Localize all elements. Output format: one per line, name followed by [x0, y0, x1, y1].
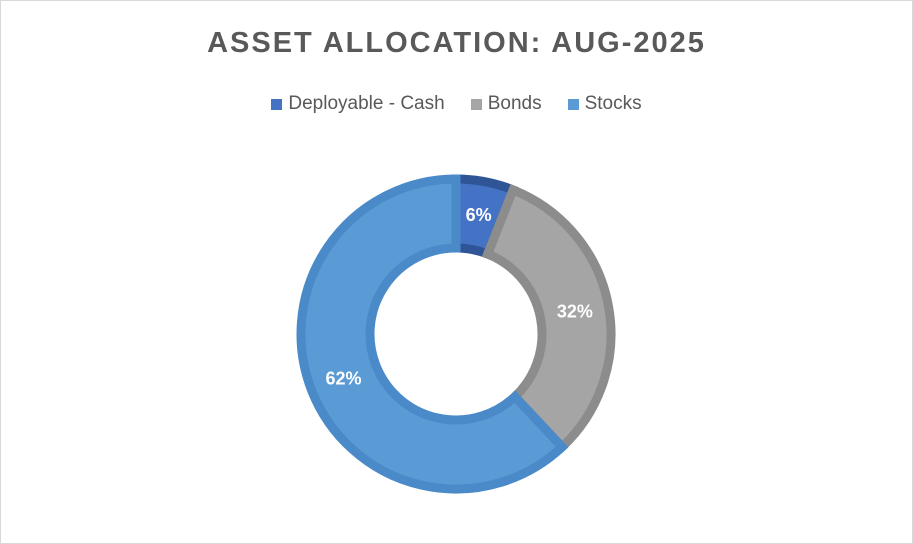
legend-entry-stocks: Stocks: [567, 93, 642, 115]
data-label-stocks: 62%: [325, 369, 361, 389]
legend-label-stocks: Stocks: [584, 93, 642, 114]
chart-title: ASSET ALLOCATION: AUG-2025: [207, 27, 706, 59]
legend-swatch-cash: [271, 98, 283, 110]
legend-swatch-stocks: [567, 98, 579, 110]
legend-entry-cash: Deployable - Cash: [271, 93, 445, 115]
legend-label-cash: Deployable - Cash: [288, 93, 445, 114]
data-label-cash: 6%: [466, 205, 492, 225]
data-label-bonds: 32%: [557, 301, 593, 321]
doughnut-slices: [296, 174, 616, 494]
slice-bonds: [481, 184, 616, 454]
doughnut-data-labels: 6% 32% 62%: [325, 205, 592, 388]
legend-swatch-bonds: [470, 98, 482, 110]
legend-label-bonds: Bonds: [487, 93, 542, 114]
legend-entry-bonds: Bonds: [470, 93, 542, 115]
slice-stocks: [296, 174, 569, 494]
legend: Deployable - Cash Bonds Stocks: [1, 93, 912, 115]
